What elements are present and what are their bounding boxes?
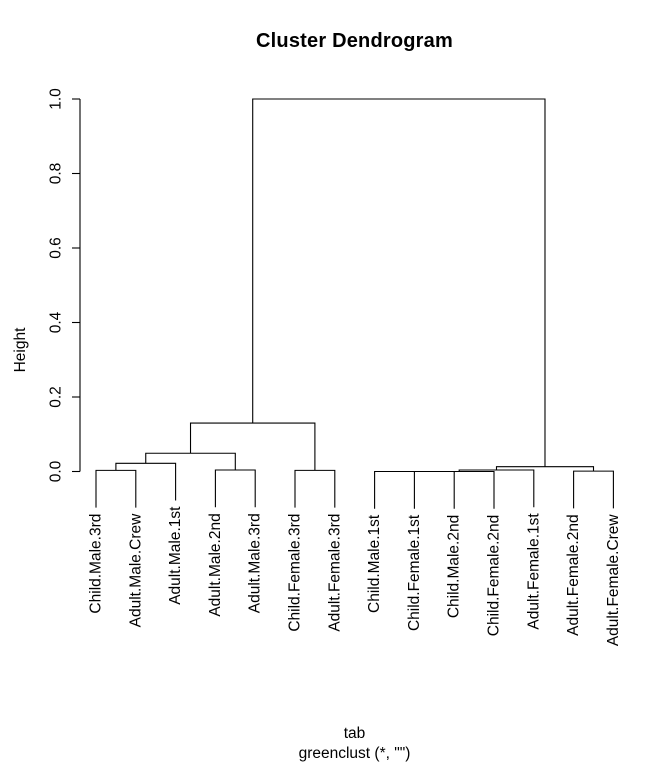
dendrogram-branch-4 bbox=[294, 469, 336, 508]
dendrogram-branch-10 bbox=[573, 470, 614, 509]
leaf-label-4: Adult.Male.3rd bbox=[247, 513, 264, 613]
dendrogram-branch-8 bbox=[424, 470, 495, 509]
leaf-label-10: Child.Female.2nd bbox=[486, 515, 503, 636]
y-axis-tick-label-2: 0.4 bbox=[48, 311, 65, 333]
dendrogram-branch-12 bbox=[252, 98, 546, 467]
y-axis-tick-label-1: 0.2 bbox=[48, 386, 65, 408]
dendrogram-branch-5 bbox=[189, 422, 316, 471]
leaf-label-3: Adult.Male.2nd bbox=[207, 513, 224, 616]
caption-method: greenclust (*, "") bbox=[298, 745, 411, 762]
y-axis-tick-label-3: 0.6 bbox=[48, 237, 65, 259]
dendrogram-branch-3 bbox=[145, 452, 236, 471]
leaf-label-2: Adult.Male.1st bbox=[167, 506, 184, 605]
leaf-label-7: Child.Male.1st bbox=[366, 514, 383, 613]
dendrogram-branch-2 bbox=[214, 469, 256, 508]
y-axis-tick-label-4: 0.8 bbox=[48, 163, 65, 185]
leaf-label-6: Adult.Female.3rd bbox=[326, 514, 343, 632]
leaf-label-12: Adult.Female.2nd bbox=[565, 514, 582, 636]
dendrogram-branch-0 bbox=[95, 469, 137, 508]
y-axis-tick-label-0: 0.0 bbox=[48, 460, 65, 482]
leaf-label-9: Child.Male.2nd bbox=[446, 515, 463, 618]
dendrogram-branch-9 bbox=[458, 469, 535, 508]
leaf-label-1: Adult.Male.Crew bbox=[127, 513, 144, 628]
leaf-label-8: Child.Female.1st bbox=[406, 514, 423, 631]
dendrogram-branch-1 bbox=[115, 462, 177, 501]
leaf-label-0: Child.Male.3rd bbox=[88, 514, 105, 614]
leaf-label-11: Adult.Female.1st bbox=[525, 513, 542, 630]
leaf-label-13: Adult.Female.Crew bbox=[605, 514, 622, 647]
caption-xlabel: tab bbox=[343, 725, 366, 742]
leaf-label-5: Child.Female.3rd bbox=[287, 514, 304, 632]
dendrogram-branch-6 bbox=[374, 470, 415, 509]
dendrogram-branch-7 bbox=[394, 470, 455, 509]
chart-title: Cluster Dendrogram bbox=[256, 30, 453, 52]
y-axis-tick-label-5: 1.0 bbox=[48, 88, 65, 110]
caption: tab greenclust (*, "") bbox=[80, 724, 629, 764]
